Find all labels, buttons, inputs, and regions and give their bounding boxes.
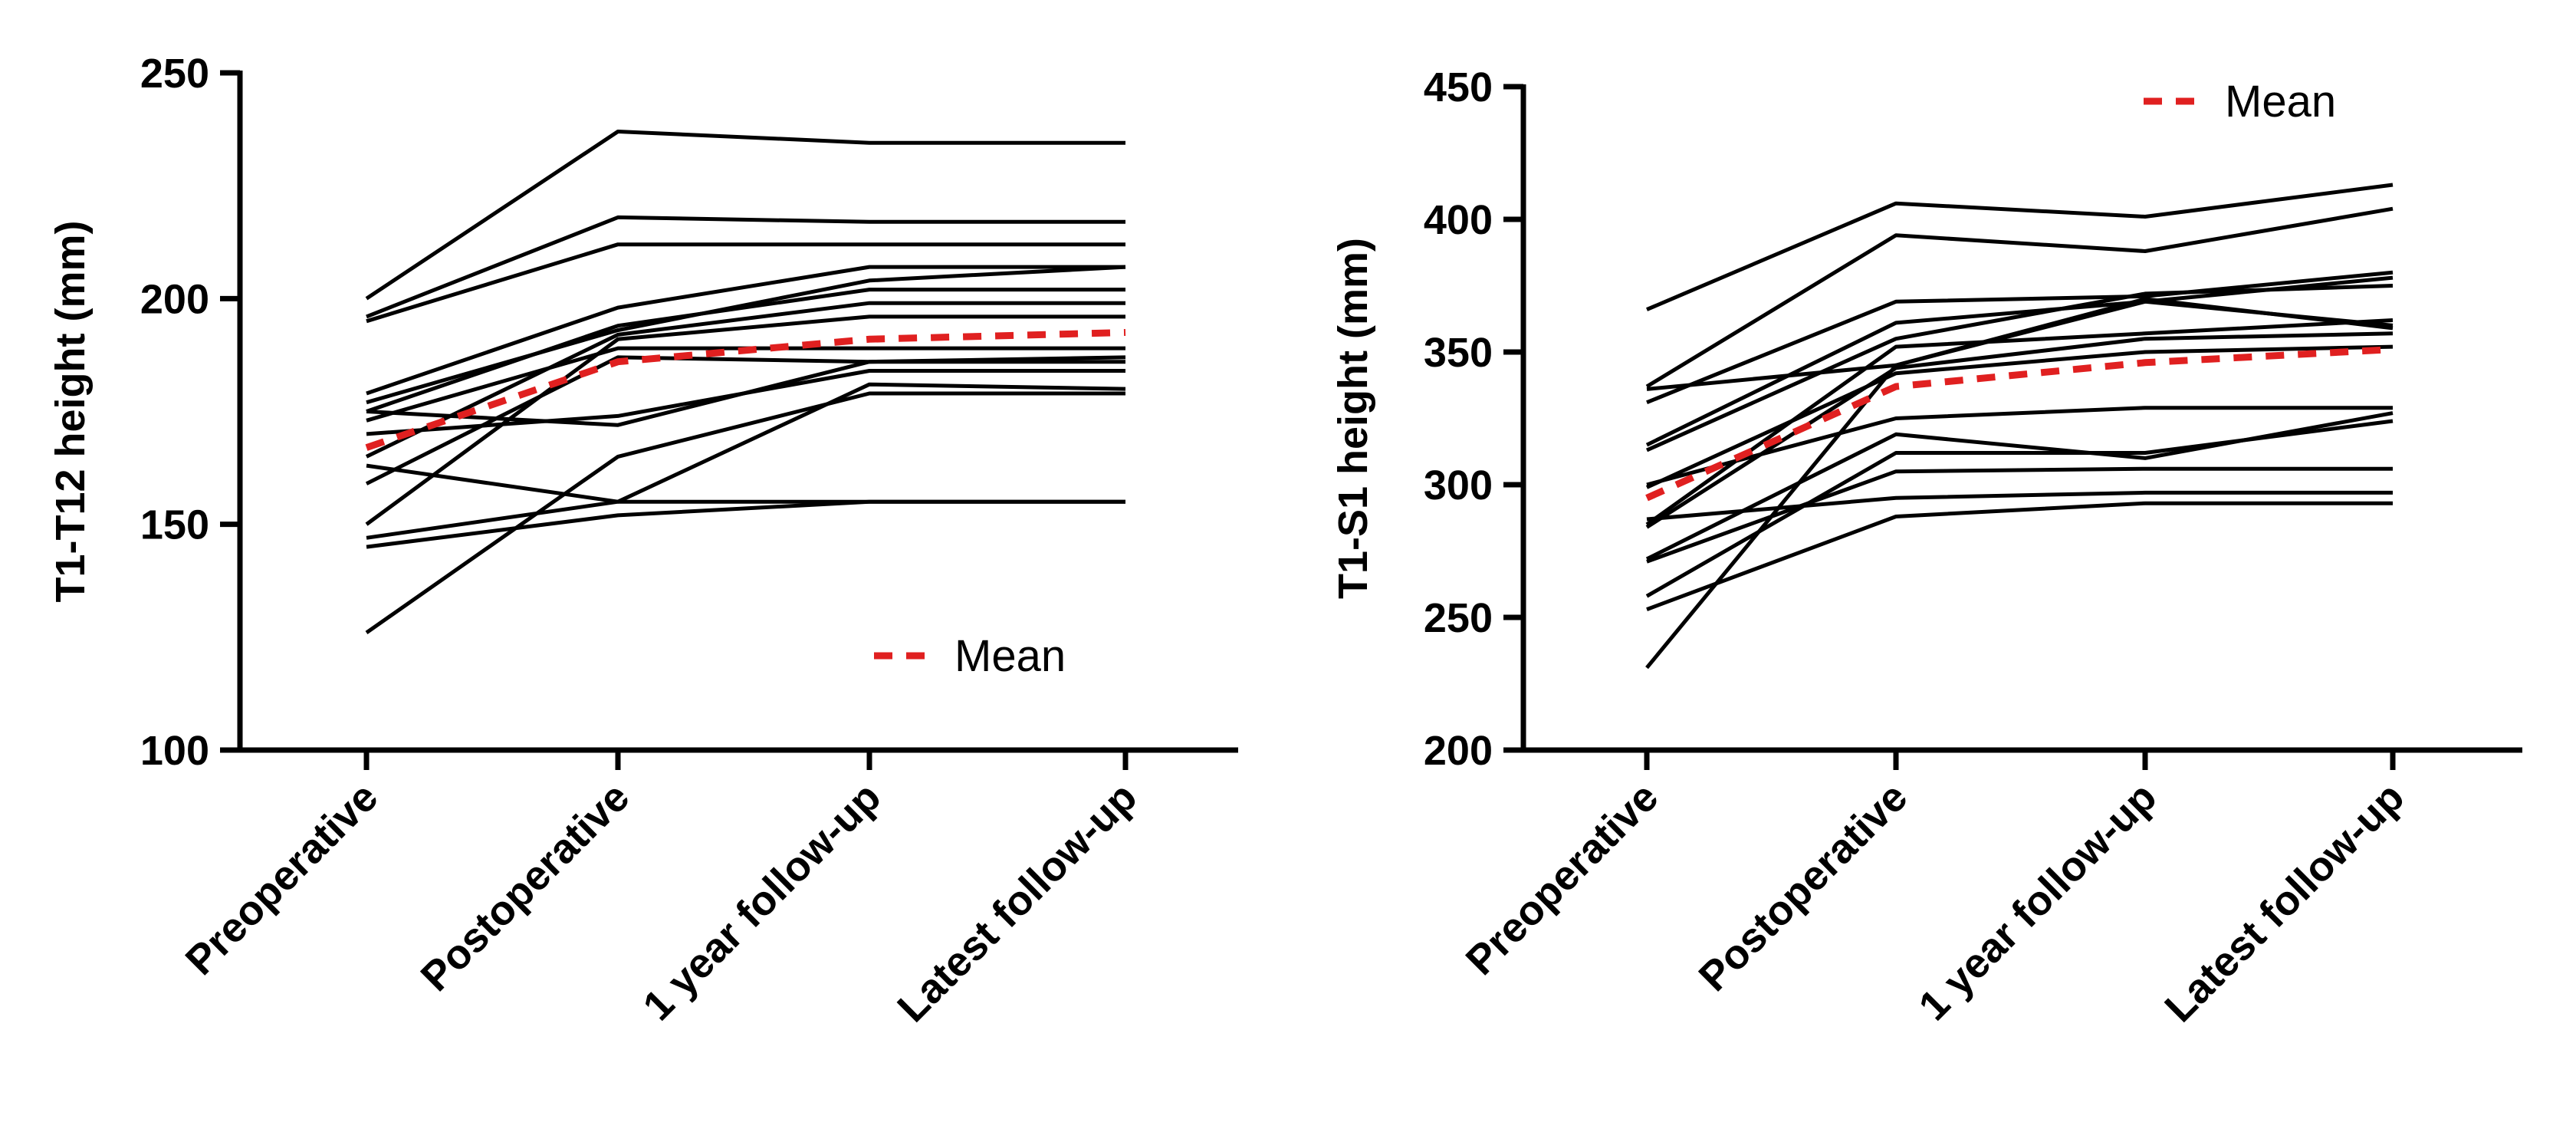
y-axis-title: T1-S1 height (mm) (1330, 238, 1376, 599)
y-axis-title: T1-T12 height (mm) (48, 220, 94, 602)
y-tick-label: 450 (1424, 64, 1493, 110)
patient-series-line (366, 463, 1125, 504)
legend-label: Mean (2225, 77, 2336, 127)
patient-series-line (1645, 206, 2394, 389)
x-category-label: Latest follow-up (889, 774, 1145, 1031)
patient-series-line (365, 301, 1125, 459)
patient-series-line (1645, 419, 2394, 598)
y-tick-label: 250 (1424, 595, 1493, 641)
y-tick-label: 200 (140, 276, 209, 322)
x-category-label: Latest follow-up (2156, 774, 2413, 1031)
patient-series-line (1646, 501, 2393, 611)
patient-series-line (365, 314, 1125, 526)
x-category-label: Postoperative (1691, 774, 1917, 1000)
mean-series-line (1645, 346, 2394, 502)
chart-t1-s1: 200 250 300 350 400 450 Preoperative Postoperat… (1330, 64, 2522, 1031)
patient-series-line (1646, 183, 2394, 311)
patient-series-line (366, 265, 1126, 405)
patient-series-line (366, 369, 1125, 436)
patient-series-line (366, 242, 1125, 324)
patient-series-line (1646, 270, 2394, 405)
y-tick-label: 100 (140, 728, 209, 774)
x-category-label: Postoperative (412, 774, 639, 1000)
y-tick-label: 300 (1424, 462, 1493, 508)
x-category-label: Preoperative (177, 774, 387, 984)
patient-series-line (1645, 331, 2394, 529)
x-category-label: 1 year follow-up (634, 774, 889, 1029)
y-tick-label: 400 (1424, 197, 1493, 243)
patient-series-line (366, 265, 1125, 396)
patient-series-line (366, 288, 1125, 413)
y-tick-label: 200 (1424, 728, 1493, 774)
patient-series-line (1645, 344, 2394, 489)
patient-series-line (365, 355, 1126, 485)
patient-series-line (366, 382, 1126, 540)
mean-series-line (365, 329, 1126, 451)
y-tick-label: 250 (140, 51, 209, 97)
patient-series-line (366, 499, 1125, 549)
patient-series-line (1645, 284, 2394, 452)
legend-label: Mean (955, 631, 1066, 681)
patient-series-line (1646, 490, 2393, 522)
y-tick-label: 150 (140, 502, 209, 548)
x-category-label: Preoperative (1457, 774, 1668, 984)
patient-series-line (1645, 318, 2394, 526)
patient-series-line (365, 130, 1125, 301)
patient-series-line (1645, 297, 2394, 670)
patient-series-line (366, 215, 1125, 319)
y-tick-label: 350 (1424, 330, 1493, 376)
x-category-label: 1 year follow-up (1910, 774, 2165, 1029)
patient-series-line (1646, 466, 2393, 564)
patient-series-line (1646, 406, 2393, 487)
patient-series-line (365, 391, 1125, 634)
